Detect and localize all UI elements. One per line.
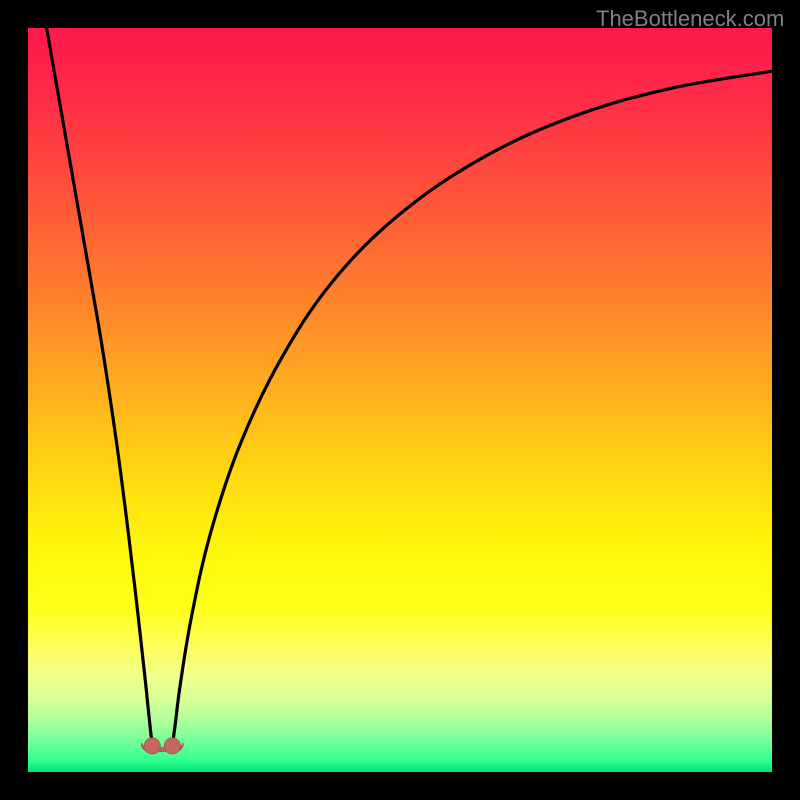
plot-area (28, 28, 772, 772)
curve-overlay (28, 28, 772, 772)
curve-left-branch (47, 28, 153, 746)
figure-canvas: TheBottleneck.com (0, 0, 800, 800)
marker-dot-1 (164, 738, 180, 754)
marker-dot-0 (144, 738, 160, 754)
curve-right-branch (172, 71, 772, 746)
